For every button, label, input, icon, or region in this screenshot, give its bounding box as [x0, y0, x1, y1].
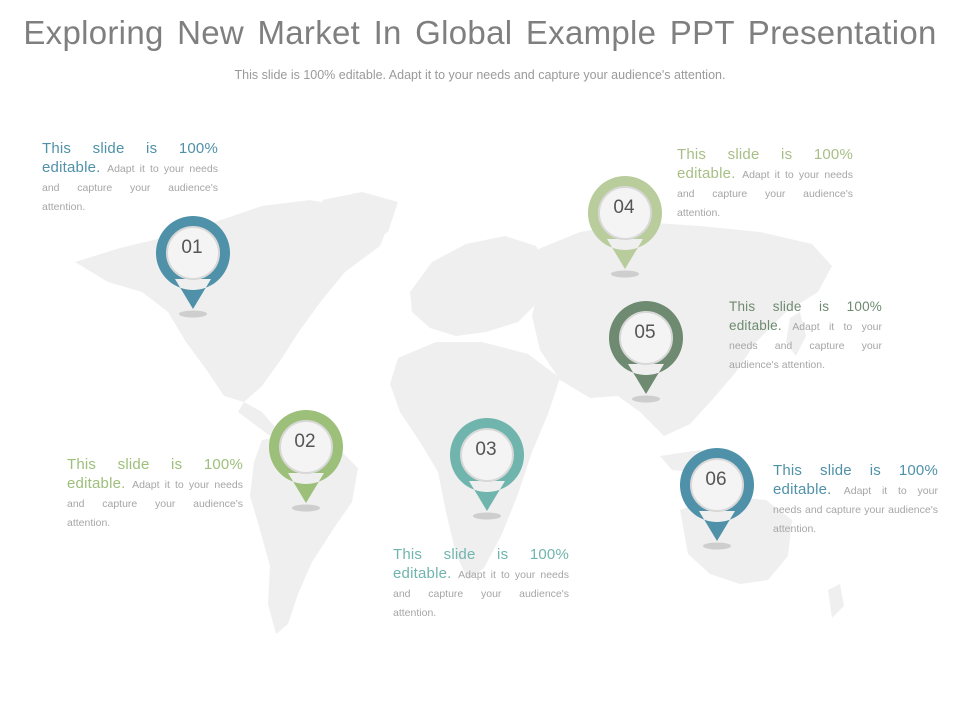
pin-number: 04: [613, 197, 635, 218]
new-zealand-shape: [828, 584, 844, 618]
map-pin-icon: [679, 448, 754, 550]
text-block-05: This slide is 100% editable. Adapt it to…: [729, 298, 882, 374]
text-lead: This slide is 100% editable.: [729, 299, 882, 333]
text-lead: This slide is 100% editable.: [773, 462, 938, 498]
text-body: Adapt it to your needs and capture your …: [773, 484, 938, 535]
map-pin-icon: [587, 176, 662, 278]
location-pin-02: 02: [266, 407, 348, 519]
pin-number: 05: [634, 322, 656, 343]
map-pin-icon: [268, 410, 343, 512]
text-body: Adapt it to your needs and capture your …: [42, 162, 218, 213]
location-pin-04: 04: [585, 173, 667, 285]
europe-shape: [410, 236, 550, 336]
slide-subtitle: This slide is 100% editable. Adapt it to…: [234, 68, 726, 82]
map-pin-icon: [449, 418, 524, 520]
slide-title: Exploring New Market In Global Example P…: [23, 14, 937, 51]
location-pin-06: 06: [677, 445, 759, 557]
map-pin-icon: [155, 216, 230, 318]
pin-number: 03: [475, 439, 497, 460]
location-pin-05: 05: [606, 298, 688, 410]
text-block-06: This slide is 100% editable. Adapt it to…: [773, 462, 938, 538]
japan-shape: [786, 312, 806, 356]
text-block-03: This slide is 100% editable. Adapt it to…: [393, 546, 569, 622]
map-pin-icon: [608, 301, 683, 403]
text-block-04: This slide is 100% editable. Adapt it to…: [677, 146, 853, 222]
text-block-02: This slide is 100% editable. Adapt it to…: [67, 456, 243, 532]
text-lead: This slide is 100% editable.: [677, 146, 853, 182]
text-body: Adapt it to your needs and capture your …: [729, 320, 882, 371]
greenland-shape: [322, 192, 398, 248]
text-body: Adapt it to your needs and capture your …: [393, 568, 569, 619]
south-america-shape: [250, 432, 358, 634]
asia-shape: [532, 222, 832, 436]
text-lead: This slide is 100% editable.: [67, 456, 243, 492]
pin-number: 01: [181, 237, 203, 258]
pin-number: 02: [294, 431, 316, 452]
north-america-shape: [75, 200, 392, 402]
text-lead: This slide is 100% editable.: [393, 546, 569, 582]
location-pin-03: 03: [447, 415, 529, 527]
pin-number: 06: [705, 469, 727, 490]
central-america-shape: [238, 402, 276, 436]
text-block-01: This slide is 100% editable. Adapt it to…: [42, 140, 218, 216]
location-pin-01: 01: [153, 213, 235, 325]
text-lead: This slide is 100% editable.: [42, 140, 218, 176]
text-body: Adapt it to your needs and capture your …: [677, 168, 853, 219]
text-body: Adapt it to your needs and capture your …: [67, 478, 243, 529]
australia-shape: [680, 496, 792, 584]
